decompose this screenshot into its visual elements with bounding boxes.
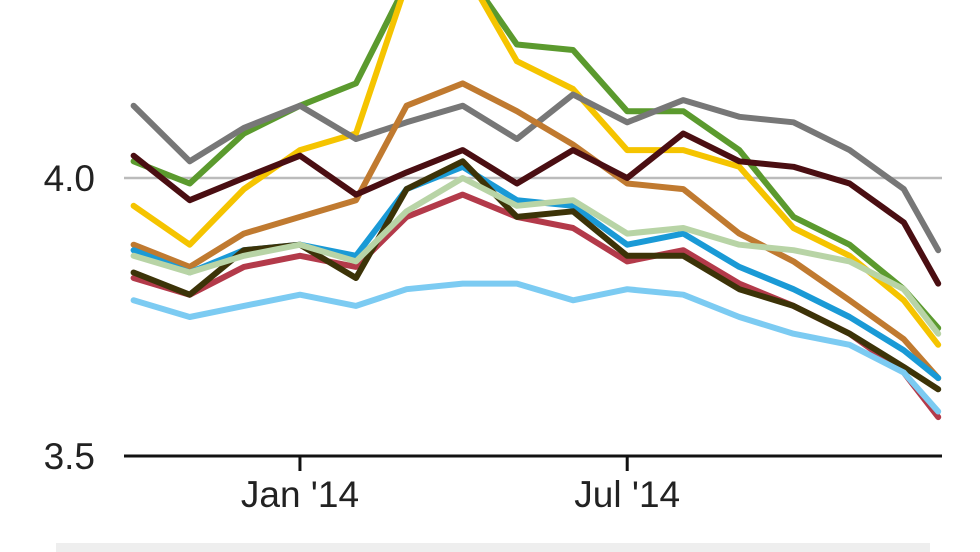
series-line-10 xyxy=(130,280,942,415)
series-line-4 xyxy=(130,80,942,382)
series-line-9 xyxy=(130,175,942,337)
x-tick-label-2: Jul '14 xyxy=(574,474,680,515)
series-line-5 xyxy=(130,130,942,287)
y-tick-label-1: 3.5 xyxy=(44,436,95,477)
footer-bar xyxy=(56,543,930,552)
series-line-3 xyxy=(130,91,942,254)
x-tick-label-1: Jan '14 xyxy=(241,474,359,515)
y-tick-label-2: 4.0 xyxy=(44,158,95,199)
series-line-6 xyxy=(130,163,942,382)
